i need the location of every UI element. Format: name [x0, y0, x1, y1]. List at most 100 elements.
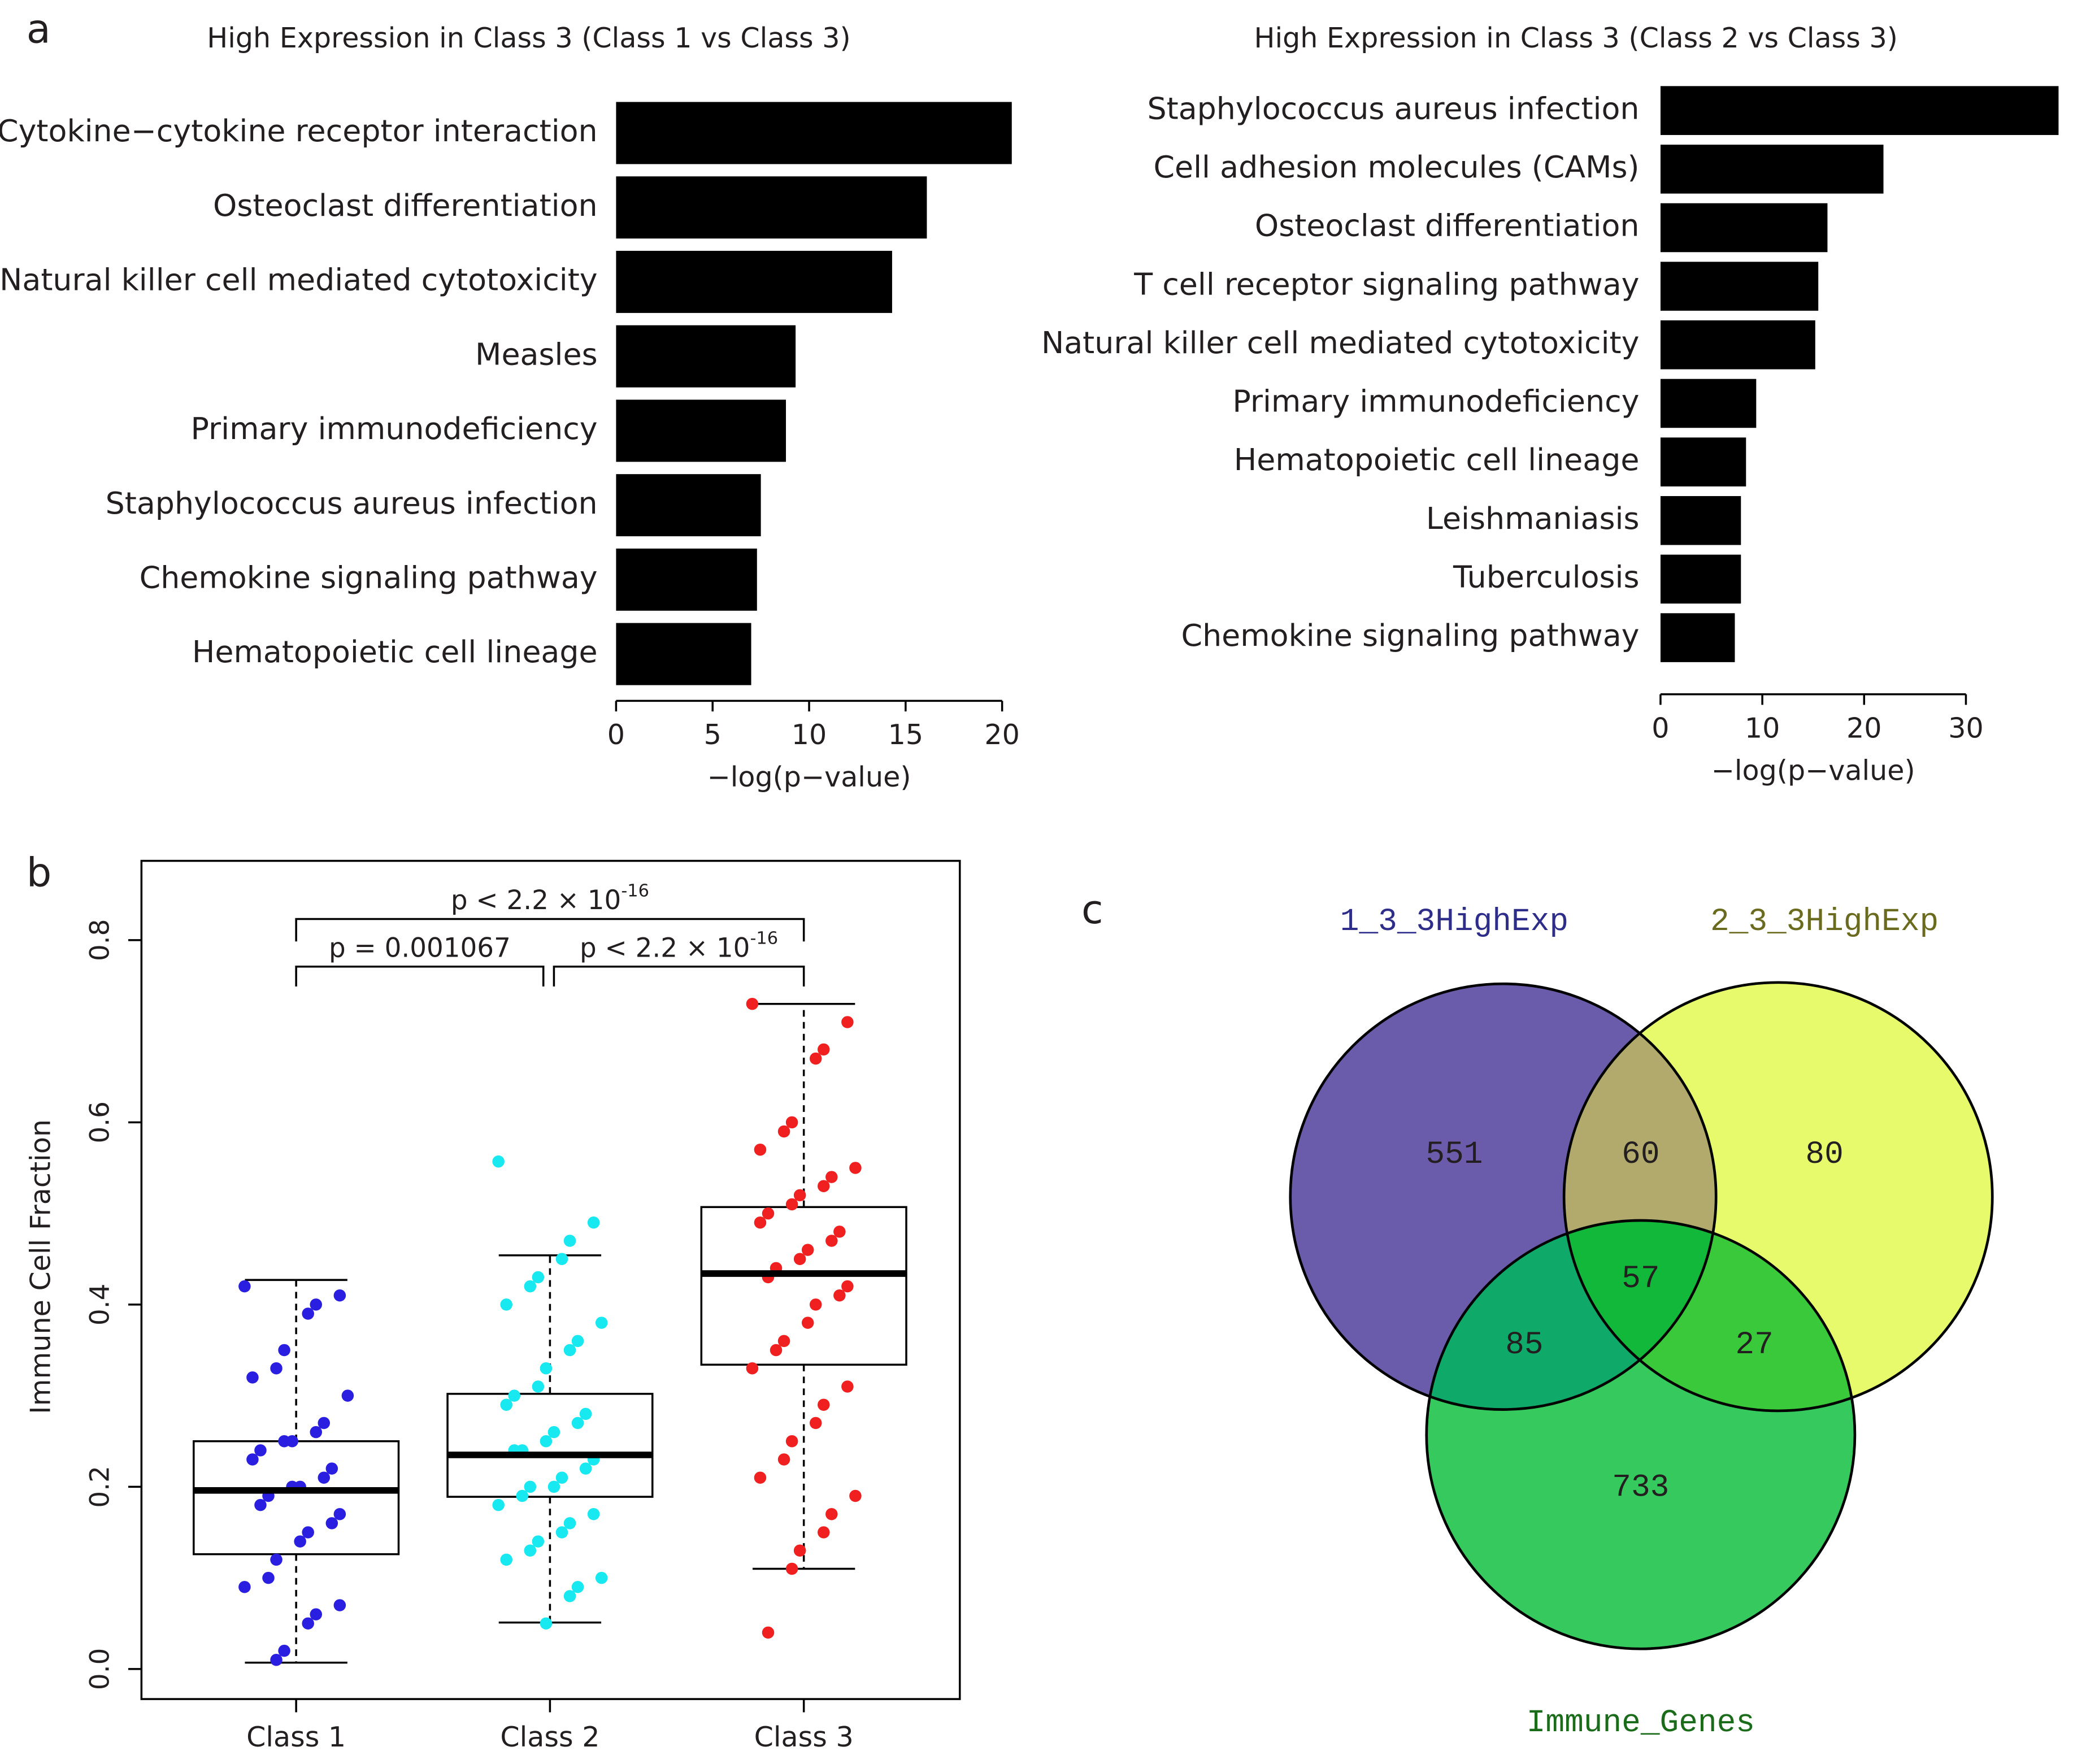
category-label: Staphylococcus aureus infection [106, 485, 598, 521]
panel-label: b [27, 849, 52, 896]
set-label: 2_3_3HighExp [1710, 903, 1939, 940]
data-point [500, 1298, 512, 1311]
data-point [809, 1052, 822, 1065]
data-point [579, 1462, 592, 1475]
box [700, 1206, 907, 1366]
annotation-text: p < 2.2 × 10 [451, 885, 622, 916]
bar [1660, 379, 1757, 428]
data-point [595, 1317, 608, 1329]
data-point [524, 1544, 537, 1557]
data-point [262, 1571, 275, 1584]
x-tick-label: 20 [984, 718, 1020, 751]
x-tick-label: 30 [1948, 711, 1984, 744]
data-point [294, 1535, 306, 1548]
venn-outline [1425, 1219, 1857, 1650]
category-label: Natural killer cell mediated cytotoxicit… [1041, 325, 1640, 360]
category-label: T cell receptor signaling pathway [1133, 266, 1639, 302]
data-point [532, 1380, 545, 1393]
data-point [547, 1426, 560, 1439]
data-point [841, 1380, 854, 1393]
data-point [563, 1590, 576, 1602]
data-point [270, 1553, 283, 1566]
data-point [492, 1498, 505, 1511]
data-point [318, 1471, 331, 1484]
bar [1660, 613, 1735, 662]
data-point [571, 1580, 584, 1593]
data-point [849, 1162, 862, 1174]
data-point [341, 1389, 354, 1402]
data-point [571, 1417, 584, 1430]
data-point [310, 1298, 323, 1311]
y-tick-label: 0.0 [85, 1648, 116, 1690]
category-label: Measles [475, 336, 598, 372]
bar [1660, 145, 1884, 194]
data-point [785, 1116, 798, 1129]
data-point [555, 1526, 568, 1539]
data-point [833, 1226, 846, 1238]
x-axis-label: −log(p−value) [1711, 754, 1915, 787]
data-point [278, 1435, 290, 1448]
data-point [825, 1171, 838, 1183]
data-point [754, 1216, 767, 1229]
data-point [571, 1335, 584, 1348]
set-label: Immune_Genes [1527, 1705, 1755, 1741]
data-point [777, 1125, 790, 1138]
bar [1660, 203, 1828, 253]
data-point [555, 1253, 568, 1265]
region-count: 57 [1622, 1261, 1659, 1297]
x-tick-label: 0 [607, 718, 625, 751]
data-point [246, 1371, 259, 1384]
category-label: Primary immunodeficiency [191, 411, 598, 446]
annotation-exponent: -16 [621, 881, 649, 901]
y-tick-label: 0.8 [85, 919, 116, 961]
data-point [841, 1016, 854, 1028]
data-point [777, 1453, 790, 1466]
chart-title: High Expression in Class 3 (Class 1 vs C… [207, 21, 850, 54]
data-point [325, 1517, 338, 1530]
data-point [849, 1489, 862, 1502]
panel-label: a [27, 6, 51, 52]
data-point [762, 1207, 775, 1220]
data-point [801, 1244, 814, 1256]
data-point [500, 1553, 512, 1566]
data-point [532, 1271, 545, 1284]
data-point [325, 1462, 338, 1475]
data-point [540, 1617, 553, 1630]
venn-outline [1562, 981, 1994, 1413]
data-point [793, 1253, 806, 1265]
category-label: Tuberculosis [1453, 559, 1640, 595]
data-point [540, 1435, 553, 1448]
data-point [516, 1489, 529, 1502]
data-point [825, 1507, 838, 1520]
data-point [818, 1526, 830, 1539]
annotation-text: p = 0.001067 [329, 933, 511, 963]
category-label: Leishmaniasis [1426, 501, 1640, 536]
box [446, 1393, 654, 1498]
data-point [555, 1471, 568, 1484]
data-point [770, 1344, 783, 1357]
data-point [818, 1180, 830, 1192]
data-point [746, 997, 759, 1010]
data-point [540, 1362, 553, 1375]
y-tick-label: 0.2 [85, 1466, 116, 1507]
bar [616, 623, 751, 685]
data-point [532, 1535, 545, 1548]
data-point [809, 1298, 822, 1311]
data-point [818, 1398, 830, 1411]
bar [1660, 554, 1741, 604]
x-tick-label: 5 [704, 718, 722, 751]
region-count: 85 [1505, 1327, 1543, 1363]
data-point [302, 1307, 314, 1320]
x-axis-label: −log(p−value) [707, 761, 911, 793]
panel-label: c [1081, 887, 1103, 933]
data-point [246, 1453, 259, 1466]
bar [616, 176, 927, 239]
data-point [302, 1617, 314, 1630]
data-point [302, 1526, 314, 1539]
region-count: 733 [1612, 1470, 1669, 1506]
bar [1660, 262, 1819, 311]
data-point [563, 1344, 576, 1357]
region-count: 80 [1805, 1136, 1843, 1172]
data-point [492, 1155, 505, 1168]
annotation-text: p < 2.2 × 10 [580, 933, 750, 963]
